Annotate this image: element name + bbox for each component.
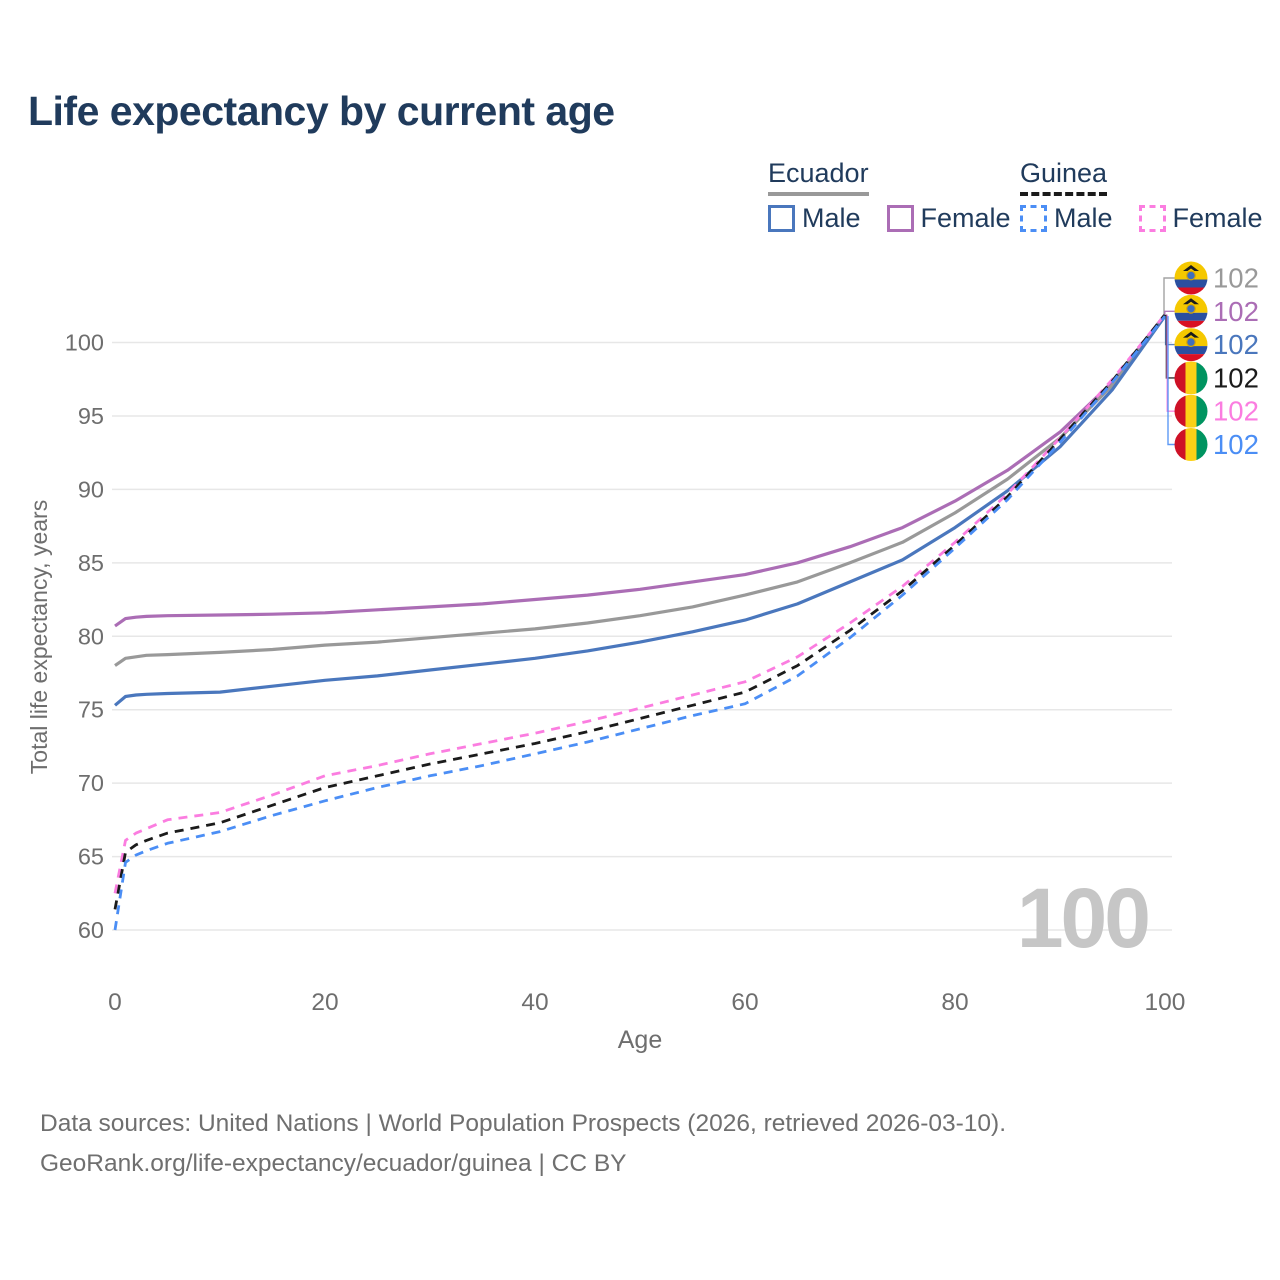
current-age-watermark: 100 [1017, 871, 1148, 965]
y-tick-label: 95 [78, 403, 104, 429]
legend-country-ecuador[interactable]: Ecuador [768, 158, 869, 196]
footer: Data sources: United Nations | World Pop… [40, 1104, 1006, 1184]
y-tick-label: 100 [65, 330, 104, 356]
y-tick-label: 70 [78, 770, 104, 796]
ecuador-female-swatch-icon [886, 205, 914, 232]
ecuador-male-swatch-icon [768, 205, 795, 232]
legend-item-guinea-male[interactable]: Male [1020, 203, 1113, 234]
end-label-value: 102 [1213, 296, 1259, 327]
end-label-value: 102 [1213, 396, 1259, 427]
legend-item-ecuador-male[interactable]: Male [768, 203, 861, 234]
x-tick-label: 60 [731, 989, 758, 1016]
y-tick-label: 65 [78, 844, 104, 870]
end-label-connector [1164, 310, 1177, 315]
end-label-value: 102 [1213, 329, 1259, 360]
legend-country-guinea[interactable]: Guinea [1020, 158, 1108, 196]
end-label-connector [1164, 316, 1177, 346]
guinea-flag-icon [1174, 394, 1208, 428]
data-sources-line: Data sources: United Nations | World Pop… [40, 1110, 1007, 1137]
legend-item-label: Male [802, 203, 861, 233]
x-tick-label: 40 [521, 989, 548, 1016]
y-tick-label: 90 [78, 476, 104, 502]
x-axis-title: Age [618, 1026, 662, 1054]
end-label-value: 102 [1213, 263, 1259, 294]
end-label-connector [1163, 277, 1177, 315]
ecuador-flag-icon [1174, 328, 1208, 362]
y-tick-label: 75 [78, 697, 104, 723]
series-line-ecuador-female[interactable] [114, 313, 1167, 628]
x-tick-label: 80 [941, 989, 968, 1016]
series-line-guinea-male[interactable] [113, 315, 1167, 931]
x-tick-label: 20 [311, 989, 338, 1016]
end-label-connector [1166, 314, 1177, 412]
y-tick-label: 85 [78, 550, 104, 576]
legend-item-label: Female [920, 203, 1011, 233]
x-tick-label: 100 [1145, 989, 1186, 1016]
legend-item-label: Male [1054, 203, 1113, 233]
y-tick-label: 80 [78, 623, 104, 649]
ecuador-flag-icon [1174, 294, 1208, 328]
legend-item-ecuador-female[interactable]: Female [886, 203, 1011, 234]
legend-group-ecuador: Ecuador Male Female [768, 158, 1011, 234]
series-line-ecuador-total[interactable] [114, 313, 1167, 667]
series-line-guinea-total[interactable] [113, 313, 1167, 910]
page-title: Life expectancy by current age [28, 88, 615, 134]
guinea-flag-icon [1174, 361, 1208, 395]
guinea-flag-icon [1174, 428, 1208, 461]
end-label-value: 102 [1213, 362, 1259, 393]
attribution-line: GeoRank.org/life-expectancy/ecuador/guin… [40, 1150, 627, 1177]
series-line-guinea-female[interactable] [113, 313, 1167, 894]
end-label-connector [1167, 316, 1177, 446]
legend-group-guinea: Guinea Male Female [1020, 158, 1263, 234]
series-line-ecuador-male[interactable] [113, 315, 1167, 707]
y-axis-title: Total life expectancy, years [26, 500, 52, 774]
legend-item-label: Female [1172, 203, 1263, 233]
guinea-male-swatch-icon [1020, 205, 1047, 232]
x-tick-label: 0 [108, 989, 122, 1016]
ecuador-flag-icon [1174, 261, 1208, 295]
guinea-female-swatch-icon [1138, 205, 1166, 232]
end-label-connector [1165, 314, 1177, 379]
end-label-value: 102 [1213, 429, 1259, 460]
legend-item-guinea-female[interactable]: Female [1138, 203, 1263, 234]
y-tick-label: 60 [78, 917, 104, 943]
